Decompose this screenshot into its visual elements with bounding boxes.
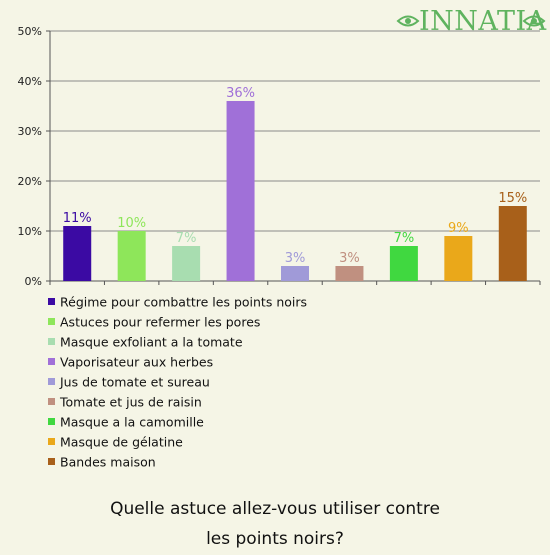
bar — [172, 246, 201, 281]
bar — [335, 266, 364, 281]
legend: Régime pour combattre les points noirs As… — [48, 295, 307, 470]
legend-swatch — [48, 418, 55, 425]
question-line-2: les points noirs? — [206, 529, 344, 549]
eye-right-icon — [522, 15, 546, 27]
bar — [117, 231, 146, 281]
data-label: 15% — [498, 191, 527, 206]
legend-swatch — [48, 458, 55, 465]
data-labels: 11% 10% 7% 36% 3% 3% 7% 9% 15% — [63, 86, 527, 266]
bar — [389, 246, 418, 281]
y-tick-label: 0% — [25, 275, 42, 288]
data-label: 36% — [226, 86, 255, 101]
bar — [498, 206, 527, 281]
legend-swatch — [48, 378, 55, 385]
legend-label: Astuces pour refermer les pores — [60, 315, 260, 330]
data-label: 9% — [448, 221, 469, 236]
legend-swatch — [48, 298, 55, 305]
data-label: 3% — [285, 251, 306, 266]
data-label: 3% — [339, 251, 360, 266]
data-label: 10% — [117, 216, 146, 231]
legend-label: Masque exfoliant a la tomate — [60, 335, 243, 350]
data-label: 7% — [176, 231, 197, 246]
y-tick-label: 30% — [18, 125, 42, 138]
y-tick-label: 20% — [18, 175, 42, 188]
legend-swatch — [48, 358, 55, 365]
legend-label: Vaporisateur aux herbes — [60, 355, 213, 370]
legend-label: Masque de gélatine — [60, 435, 183, 450]
bar — [281, 266, 309, 281]
bar — [444, 236, 473, 281]
legend-swatch — [48, 318, 55, 325]
legend-label: Jus de tomate et sureau — [59, 375, 210, 390]
bar — [226, 101, 255, 281]
question-line-1: Quelle astuce allez-vous utiliser contre — [110, 499, 440, 519]
legend-label: Bandes maison — [60, 455, 156, 470]
innatia-logo: INNATIA — [396, 6, 547, 37]
bar — [63, 226, 92, 281]
bars — [63, 101, 527, 281]
legend-swatch — [48, 438, 55, 445]
legend-label: Masque a la camomille — [60, 415, 204, 430]
y-tick-label: 10% — [18, 225, 42, 238]
y-tick-label: 50% — [18, 25, 42, 38]
data-label: 11% — [63, 211, 92, 226]
legend-label: Tomate et jus de raisin — [59, 395, 202, 410]
eye-left-icon — [396, 15, 420, 27]
y-tick-label: 40% — [18, 75, 42, 88]
data-label: 7% — [394, 231, 415, 246]
logo-text: INNATIA — [419, 6, 547, 37]
legend-label: Régime pour combattre les points noirs — [60, 295, 307, 310]
legend-swatch — [48, 398, 55, 405]
legend-swatch — [48, 338, 55, 345]
